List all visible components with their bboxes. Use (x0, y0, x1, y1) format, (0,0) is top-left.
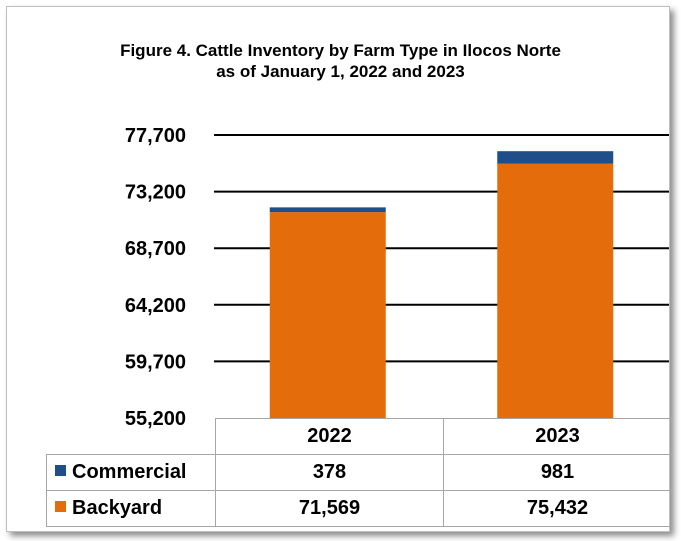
category-2022: 2022 (215, 418, 444, 455)
table-row-commercial: Commercial 378 981 (46, 454, 672, 491)
cell-backyard-2023: 75,432 (443, 490, 672, 527)
y-tick-label: 64,200 (125, 295, 186, 317)
legend-backyard: Backyard (46, 490, 216, 527)
data-table: 2022 2023 Commercial 378 981 Backyard 71… (46, 418, 672, 527)
legend-commercial: Commercial (46, 454, 216, 491)
legend-label-commercial: Commercial (72, 461, 187, 483)
cell-backyard-2022: 71,569 (215, 490, 444, 527)
table-row-backyard: Backyard 71,569 75,432 (46, 490, 672, 527)
cell-commercial-2023: 981 (443, 454, 672, 491)
table-corner (46, 418, 216, 455)
y-tick-label: 73,200 (125, 182, 186, 204)
legend-swatch-commercial (55, 465, 66, 477)
cell-commercial-2022: 378 (215, 454, 444, 491)
bar-commercial-2022 (269, 207, 386, 213)
legend-label-backyard: Backyard (72, 497, 163, 519)
bar-commercial-2023 (497, 151, 614, 164)
chart-title-line-1: Figure 4. Cattle Inventory by Farm Type … (120, 41, 561, 60)
bars (269, 151, 614, 418)
bar-backyard-2022 (269, 212, 386, 418)
y-tick-label: 68,700 (125, 238, 186, 260)
bar-backyard-2023 (497, 163, 614, 418)
table-header-row: 2022 2023 (46, 418, 672, 455)
legend-swatch-backyard (55, 501, 66, 513)
y-tick-label: 59,700 (125, 351, 186, 373)
category-2023: 2023 (443, 418, 672, 455)
chart-title: Figure 4. Cattle Inventory by Farm Type … (0, 40, 681, 82)
chart-title-line-2: as of January 1, 2022 and 2023 (216, 62, 465, 81)
y-tick-label: 77,700 (125, 125, 186, 147)
